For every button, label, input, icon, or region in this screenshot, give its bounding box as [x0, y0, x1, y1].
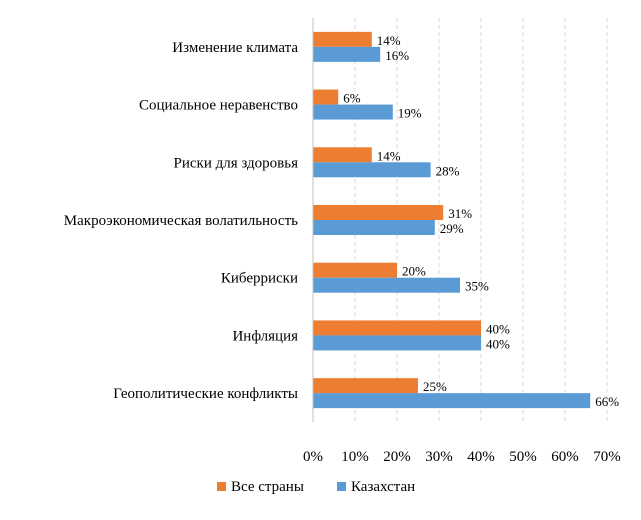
x-tick-label: 30% — [425, 449, 453, 465]
bar-all-countries — [313, 205, 444, 220]
bar-kazakhstan — [313, 162, 431, 178]
x-tick-label: 0% — [303, 449, 323, 465]
bar-kazakhstan — [313, 46, 381, 62]
category-label: Макроэкономическая волатильность — [64, 213, 298, 229]
data-label: 40% — [486, 321, 510, 336]
bar-all-countries — [313, 89, 339, 105]
data-label: 31% — [448, 206, 472, 221]
labels: 0% 10% 20% 30% 40% 50% 60% 70% Изменение климата… — [64, 33, 621, 465]
bar-all-countries — [313, 378, 418, 394]
legend-swatch — [337, 482, 346, 491]
data-label: 14% — [377, 33, 401, 48]
x-tick-label: 70% — [593, 449, 621, 465]
bar-kazakhstan — [313, 104, 393, 120]
x-tick-label: 60% — [551, 449, 579, 465]
data-label: 40% — [486, 336, 510, 351]
legend-swatch — [217, 482, 226, 491]
gridlines — [354, 18, 608, 422]
category-label: Инфляция — [232, 328, 298, 344]
x-tick-label: 10% — [341, 449, 369, 465]
bar-all-countries — [313, 147, 372, 163]
legend-label: Все страны — [231, 479, 304, 495]
data-label: 6% — [343, 91, 361, 106]
data-label: 20% — [402, 264, 426, 279]
x-tick-label: 20% — [383, 449, 411, 465]
data-label: 25% — [423, 379, 447, 394]
data-label: 29% — [440, 221, 464, 236]
category-label: Риски для здоровья — [174, 155, 299, 171]
data-label: 28% — [436, 163, 460, 178]
bar-all-countries — [313, 31, 372, 47]
legend: Все страны Казахстан — [217, 479, 415, 495]
category-label: Геополитические конфликты — [113, 386, 298, 402]
bar-kazakhstan — [313, 393, 591, 409]
data-label: 66% — [595, 394, 619, 409]
bar-all-countries — [313, 262, 397, 278]
bar-kazakhstan — [313, 277, 460, 293]
data-label: 35% — [465, 279, 489, 294]
data-label: 16% — [385, 48, 409, 63]
x-tick-label: 50% — [509, 449, 537, 465]
legend-label: Казахстан — [351, 479, 415, 495]
bars — [313, 31, 591, 409]
bar-kazakhstan — [313, 335, 481, 351]
category-label: Киберриски — [221, 271, 298, 287]
category-label: Социальное неравенство — [139, 98, 298, 114]
bar-kazakhstan — [313, 220, 435, 235]
data-label: 14% — [377, 148, 401, 163]
category-label: Изменение климата — [172, 40, 298, 56]
x-tick-label: 40% — [467, 449, 495, 465]
data-label: 19% — [398, 106, 422, 121]
bar-all-countries — [313, 320, 481, 336]
